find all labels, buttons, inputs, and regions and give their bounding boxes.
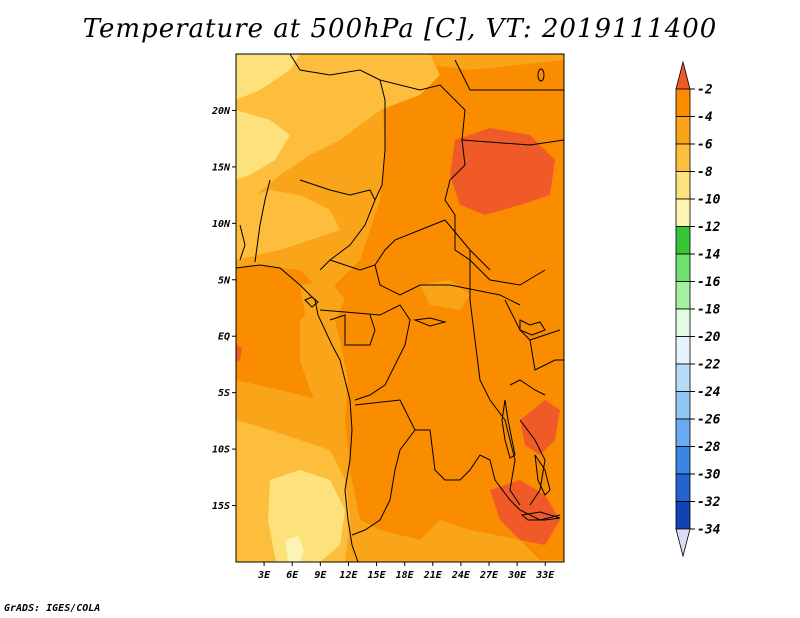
lat-tick-label: 20N xyxy=(211,106,231,117)
colorbar-top-arrow xyxy=(675,60,691,90)
axis-labels: 3E 6E 9E 12E 15E 18E 21E 24E 27E 30E 33E 20N 15N 10N 5… xyxy=(211,106,555,581)
lon-tick-label: 21E xyxy=(423,570,443,581)
colorbar-segment xyxy=(675,171,691,200)
colorbar-segment xyxy=(675,418,691,447)
colorbar-label: -32 xyxy=(697,495,721,510)
colorbar-label: -20 xyxy=(697,330,721,345)
colorbar-label: -26 xyxy=(697,413,721,428)
lat-tick-label: 10N xyxy=(212,219,231,230)
chart-title: Temperature at 500hPa [C], VT: 201911140… xyxy=(82,14,718,44)
country-borders xyxy=(236,54,564,562)
map-frame xyxy=(235,53,565,563)
lon-tick-label: 6E xyxy=(286,570,299,581)
colorbar-label: -14 xyxy=(697,248,721,263)
lon-tick-label: 27E xyxy=(479,570,499,581)
colorbar-segment xyxy=(675,281,691,310)
temp-band-minus8-west xyxy=(236,190,340,260)
temp-band-minus8-north xyxy=(236,54,440,210)
temp-band-minus12-patch xyxy=(285,536,304,562)
colorbar-label: -34 xyxy=(697,523,721,538)
temp-band-minus10-north2 xyxy=(236,110,290,180)
colorbar-label: -28 xyxy=(697,440,721,455)
colorbar-segment xyxy=(675,88,691,117)
colorbar-segment xyxy=(675,473,691,502)
temp-band-minus10-southwest xyxy=(268,470,345,562)
colorbar-segment xyxy=(675,143,691,172)
lat-tick-label: 5N xyxy=(218,275,231,286)
temp-band-minus6-interior xyxy=(420,280,470,310)
lat-tick-label: 15S xyxy=(212,501,230,512)
colorbar-bottom-arrow xyxy=(675,528,691,558)
colorbar-segment xyxy=(675,336,691,365)
colorbar-segment xyxy=(675,116,691,145)
axis-ticks xyxy=(232,109,546,566)
colorbar-label: -22 xyxy=(697,358,721,373)
colorbar-segment xyxy=(675,226,691,255)
lat-tick-label: EQ xyxy=(218,332,230,343)
colorbar-label: -18 xyxy=(697,303,721,318)
lon-tick-label: 9E xyxy=(314,570,327,581)
colorbar: -2 -4 -6 -8 -10 -12 -14 -16 -18 -20 -22 -24 -26 -28 -3… xyxy=(675,60,721,558)
lon-tick-label: 24E xyxy=(451,570,471,581)
lon-tick-label: 30E xyxy=(507,570,527,581)
temp-band-minus2-southeast xyxy=(520,400,560,455)
lat-tick-label: 10S xyxy=(212,445,230,456)
temp-band-minus10-north xyxy=(236,54,300,100)
temp-band-minus2-east xyxy=(450,128,555,215)
lakes xyxy=(304,68,561,521)
grads-credit: GrADS: IGES/COLA xyxy=(4,603,101,614)
colorbar-segment xyxy=(675,446,691,475)
colorbar-segment xyxy=(675,253,691,282)
colorbar-label: -24 xyxy=(697,385,721,400)
temp-band-minus2-west xyxy=(236,345,242,362)
lat-tick-label: 15N xyxy=(212,162,231,173)
colorbar-segment xyxy=(675,363,691,392)
lon-tick-label: 3E xyxy=(257,570,271,581)
lon-tick-label: 15E xyxy=(368,570,387,581)
lat-tick-label: 5S xyxy=(218,388,230,399)
colorbar-segment xyxy=(675,308,691,337)
colorbar-label: -4 xyxy=(697,110,713,125)
colorbar-label: -30 xyxy=(697,468,721,483)
colorbar-label: -12 xyxy=(697,220,721,235)
colorbar-label: -8 xyxy=(697,165,713,180)
colorbar-segment xyxy=(675,198,691,227)
colorbar-label: -2 xyxy=(697,83,713,98)
lon-tick-label: 12E xyxy=(339,570,358,581)
temp-band-minus6-west-coast xyxy=(300,280,345,320)
lon-tick-label: 18E xyxy=(396,570,415,581)
colorbar-segment xyxy=(675,501,691,530)
colorbar-label: -10 xyxy=(697,193,721,208)
lon-tick-label: 33E xyxy=(535,570,555,581)
colorbar-segment xyxy=(675,391,691,420)
colorbar-label: -6 xyxy=(697,138,713,153)
colorbar-label: -16 xyxy=(697,275,721,290)
